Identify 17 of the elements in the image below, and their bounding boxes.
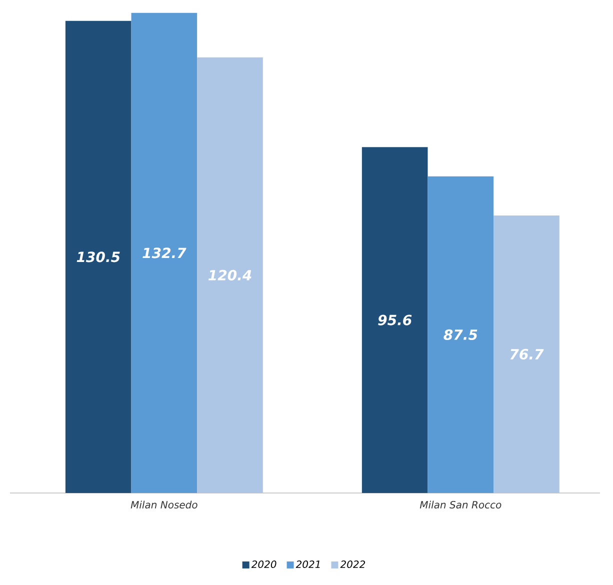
x-tick-label: Milan Nosedo [130, 500, 198, 509]
bar [65, 20, 132, 493]
bar [131, 12, 198, 493]
bar [494, 215, 560, 493]
bar [362, 147, 428, 493]
legend-label: 2022 [340, 560, 366, 568]
bar [428, 176, 494, 493]
data-label: 132.7 [142, 248, 186, 258]
x-tick-label: Milan San Rocco [420, 500, 502, 509]
legend-label: 2021 [296, 560, 320, 568]
data-label: 120.4 [208, 270, 252, 280]
legend-label: 2020 [251, 560, 276, 568]
bar [197, 57, 263, 493]
data-label: 95.6 [378, 314, 412, 326]
data-label: 76.7 [510, 348, 544, 360]
data-label: 87.5 [444, 329, 478, 340]
data-label: 130.5 [76, 252, 120, 262]
